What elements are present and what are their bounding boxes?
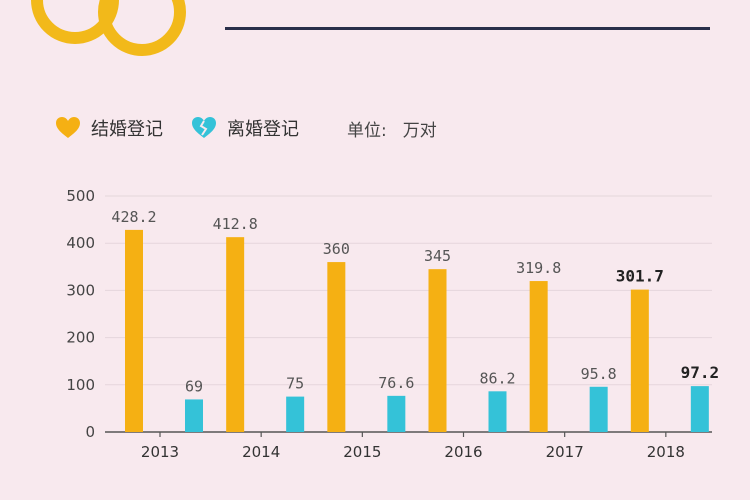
unit-note: 单位: 万对 (347, 116, 437, 141)
title-underline (225, 27, 710, 30)
y-tick-label: 400 (66, 234, 95, 252)
value-label-divorce: 97.2 (681, 363, 720, 382)
value-label-marriage: 301.7 (616, 267, 664, 286)
unit-value: 万对 (402, 120, 437, 141)
x-tick-label: 2014 (242, 443, 280, 461)
x-tick-label: 2018 (647, 443, 685, 461)
x-tick-label: 2016 (444, 443, 482, 461)
bar-divorce (488, 391, 507, 432)
bar-marriage (630, 289, 649, 432)
legend: 结婚登记 离婚登记 单位: 万对 (55, 110, 437, 146)
value-label-divorce: 86.2 (479, 369, 515, 387)
bar-marriage (428, 269, 447, 432)
value-label-marriage: 412.8 (213, 215, 258, 233)
bar-marriage (226, 237, 245, 432)
legend-item-marriage: 结婚登记 (55, 115, 163, 141)
value-label-marriage: 360 (323, 240, 350, 258)
x-tick-label: 2013 (141, 443, 179, 461)
bar-marriage (125, 229, 143, 432)
value-label-divorce: 76.6 (378, 374, 414, 392)
value-label-marriage: 428.2 (111, 208, 156, 226)
bar-divorce (387, 395, 406, 432)
y-tick-label: 100 (66, 376, 95, 394)
legend-label-marriage: 结婚登记 (91, 119, 163, 140)
value-label-divorce: 75 (286, 375, 304, 393)
bar-marriage (529, 281, 548, 432)
unit-label: 单位: (347, 120, 387, 141)
value-label-marriage: 319.8 (516, 259, 561, 277)
y-tick-label: 500 (66, 187, 95, 205)
bar-divorce (690, 386, 709, 432)
y-tick-label: 300 (66, 281, 95, 299)
bar-marriage (327, 262, 346, 432)
header: ​ (0, 0, 750, 70)
x-tick-label: 2015 (343, 443, 381, 461)
bar-divorce (286, 396, 305, 432)
value-label-divorce: 69 (185, 377, 203, 395)
bar-divorce (589, 386, 608, 432)
legend-label-divorce: 离婚登记 (227, 119, 299, 140)
bar-divorce (185, 399, 203, 432)
wedding-rings-icon (31, 0, 186, 56)
value-label-marriage: 345 (424, 247, 451, 265)
y-tick-label: 0 (85, 423, 95, 441)
heart-icon (56, 117, 80, 138)
legend-item-divorce: 离婚登记 (191, 115, 299, 141)
x-tick-label: 2017 (546, 443, 584, 461)
value-label-divorce: 95.8 (581, 365, 617, 383)
broken-heart-icon (192, 117, 216, 138)
y-tick-label: 200 (66, 329, 95, 347)
